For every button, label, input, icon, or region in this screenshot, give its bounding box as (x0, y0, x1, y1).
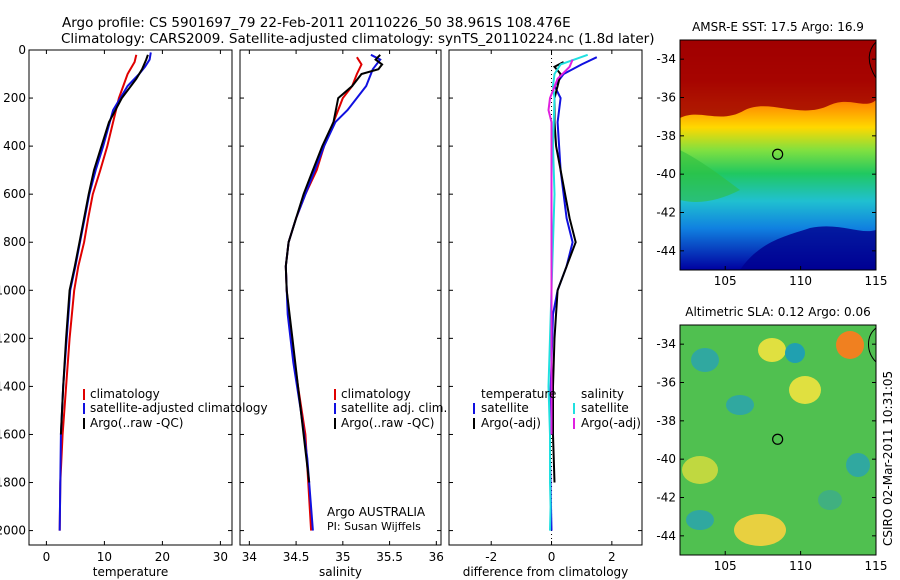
legend-label: satellite (481, 401, 529, 415)
map-y-tick-label: -42 (656, 491, 676, 505)
figure-title-line2: Climatology: CARS2009. Satellite-adjuste… (61, 31, 654, 47)
x-tick-label: 34 (242, 550, 257, 564)
sla-anomaly-high (734, 514, 786, 546)
x-axis-label: difference from climatology (463, 565, 629, 579)
y-tick-label: 1400 (0, 379, 26, 393)
map-y-tick-label: -40 (656, 167, 676, 181)
sst-map: AMSR-E SST: 17.5 Argo: 16.9 (679, 20, 877, 271)
y-tick-label: 1600 (0, 427, 26, 441)
legend-label: Argo(-adj) (481, 416, 541, 430)
series-line-black (284, 54, 384, 483)
sst-green-patch (680, 150, 740, 202)
y-tick-label: 400 (3, 139, 26, 153)
y-tick-label: 1000 (0, 283, 26, 297)
map-y-tick-label: -42 (656, 206, 676, 220)
legend-label: climatology (341, 387, 411, 401)
sla-anomaly-low (785, 343, 805, 363)
sla-contour (868, 327, 876, 363)
map-y-tick-label: -36 (656, 91, 676, 105)
annotation-line: PI: Susan Wijffels (327, 520, 421, 533)
sla-anomaly-low (726, 395, 754, 415)
annotation-line: Argo AUSTRALIA (327, 505, 426, 519)
float-position-marker (772, 433, 784, 445)
map-y-tick-label: -34 (656, 337, 676, 351)
sst-warm-front (680, 40, 876, 118)
series-line-magenta (547, 59, 574, 435)
sla-map: Altimetric SLA: 0.12 Argo: 0.06 (679, 305, 877, 556)
map-y-tick-label: -44 (656, 529, 676, 543)
sla-anomaly-low (691, 348, 719, 372)
x-tick-label: 35.5 (376, 550, 403, 564)
x-tick-label: 36 (429, 550, 444, 564)
map-x-tick-label: 115 (865, 559, 888, 573)
sla-anomaly-high (682, 456, 718, 484)
y-tick-label: 1800 (0, 476, 26, 490)
legend-label: satellite-adjusted climatology (90, 401, 268, 415)
sla-map-frame (679, 324, 877, 556)
map-x-tick-label: 105 (714, 274, 737, 288)
y-tick-label: 800 (3, 235, 26, 249)
y-tick-label: 0 (18, 43, 26, 57)
map-y-tick-label: -34 (656, 52, 676, 66)
x-tick-label: -2 (485, 550, 497, 564)
y-tick-label: 1200 (0, 331, 26, 345)
y-tick-label: 600 (3, 187, 26, 201)
temperature-panel-frame (28, 49, 233, 546)
sst-cold-pool (740, 226, 876, 270)
salinity-panel-frame (239, 49, 442, 546)
x-tick-label: 20 (155, 550, 170, 564)
sla-map-title: Altimetric SLA: 0.12 Argo: 0.06 (685, 305, 870, 319)
x-tick-label: 34.5 (283, 550, 310, 564)
difference-panel-frame (448, 49, 643, 546)
legend-header: temperature (481, 387, 556, 401)
legend-label: climatology (90, 387, 160, 401)
map-x-tick-label: 115 (865, 274, 888, 288)
x-tick-label: 35 (335, 550, 350, 564)
legend-label: Argo(..raw -QC) (341, 416, 434, 430)
sla-anomaly-low (686, 510, 714, 530)
chart-marks: 0200400600800100012001400160018002000010… (0, 43, 887, 579)
legend-label: Argo(-adj) (581, 416, 641, 430)
sla-anomaly-high (789, 376, 821, 404)
x-tick-label: 2 (608, 550, 616, 564)
map-y-tick-label: -38 (656, 129, 676, 143)
y-tick-label: 2000 (0, 524, 26, 538)
map-x-tick-label: 105 (714, 559, 737, 573)
y-tick-label: 200 (3, 91, 26, 105)
legend-header: salinity (581, 387, 624, 401)
map-y-tick-label: -36 (656, 376, 676, 390)
series-line-black (59, 54, 149, 435)
csiro-timestamp: CSIRO 02-Mar-2011 10:31:05 (881, 371, 895, 546)
x-tick-label: 0 (43, 550, 51, 564)
map-y-tick-label: -44 (656, 244, 676, 258)
sst-map-title: AMSR-E SST: 17.5 Argo: 16.9 (692, 20, 864, 34)
sst-map-frame (679, 39, 877, 271)
series-line-black (552, 61, 577, 483)
series-line-blue (284, 53, 382, 531)
x-axis-label: temperature (93, 565, 168, 579)
map-y-tick-label: -38 (656, 414, 676, 428)
legend-label: Argo(..raw -QC) (90, 416, 183, 430)
sla-anomaly-high (758, 338, 786, 362)
map-x-tick-label: 110 (789, 559, 812, 573)
series-line-red (58, 54, 138, 531)
sst-contour (868, 41, 876, 79)
map-y-tick-label: -40 (656, 452, 676, 466)
x-axis-label: salinity (319, 565, 362, 579)
sla-anomaly-high (836, 331, 864, 359)
map-x-tick-label: 110 (789, 274, 812, 288)
legend-label: satellite adj. clim. (341, 401, 447, 415)
series-line-cyan (547, 53, 589, 531)
series-line-red (284, 56, 363, 531)
sla-anomaly-low (818, 490, 842, 510)
sla-anomaly-low (846, 453, 870, 477)
figure-title-line1: Argo profile: CS 5901697_79 22-Feb-2011 … (62, 15, 571, 31)
legend-label: satellite (581, 401, 629, 415)
x-tick-label: 30 (213, 550, 228, 564)
x-tick-label: 0 (548, 550, 556, 564)
x-tick-label: 10 (97, 550, 112, 564)
float-position-marker (772, 148, 784, 160)
